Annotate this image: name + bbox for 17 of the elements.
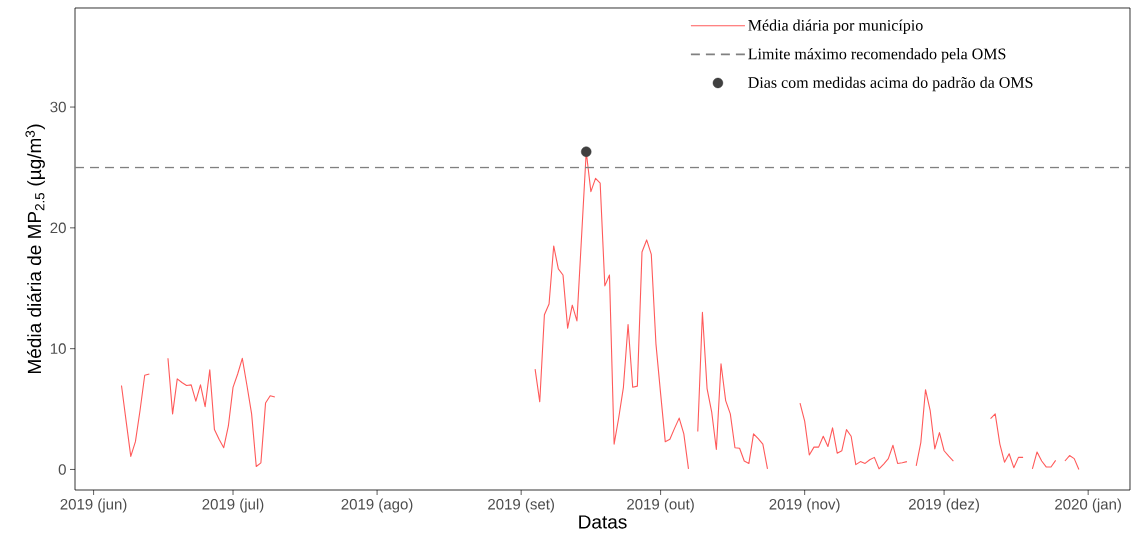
y-tick-label: 30 xyxy=(50,101,66,113)
x-tick-label: 2019 (set) xyxy=(488,498,554,513)
x-tick-label: 2020 (jan) xyxy=(1055,498,1121,513)
x-tick-label: 2019 (nov) xyxy=(769,498,840,513)
y-tick-label: 20 xyxy=(50,222,66,234)
x-tick-label: 2019 (jul) xyxy=(202,498,264,513)
x-tick-label: 2019 (out) xyxy=(627,498,694,513)
y-axis-title: Média diária de MP$_{2.5}$ (µg/m$^{3}$) xyxy=(25,124,45,374)
legend-label: Média diária por município xyxy=(748,19,923,34)
x-tick-label: 2019 (jun) xyxy=(60,498,127,513)
x-tick-label: 2019 (dez) xyxy=(908,498,979,513)
y-tick-label: 10 xyxy=(50,343,66,354)
x-tick-label: 2019 (ago) xyxy=(341,498,413,513)
legend-label: Limite máximo recomendado pela OMS xyxy=(748,48,1006,63)
y-tick-label: 0 xyxy=(58,464,66,475)
legend-label: Dias com medidas acima do padrão da OMS xyxy=(748,76,1033,92)
x-axis-title: Datas xyxy=(579,515,627,529)
